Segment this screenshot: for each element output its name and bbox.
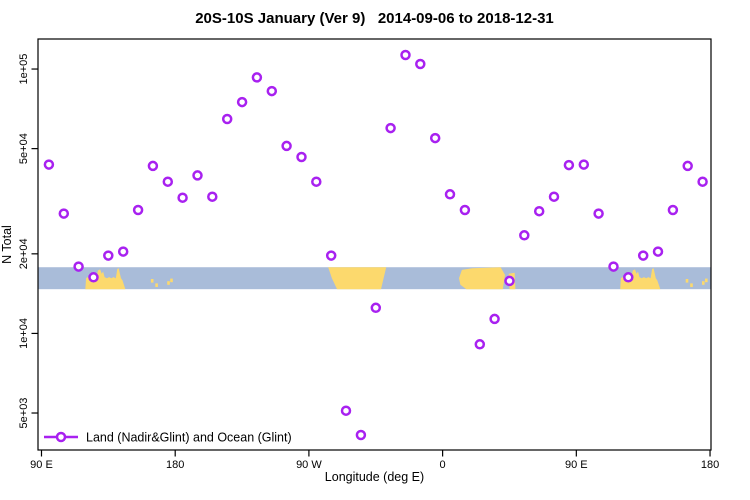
data-point	[370, 302, 382, 314]
legend-label: Land (Nadir&Glint) and Ocean (Glint)	[86, 431, 292, 445]
y-tick-label: 5e+04	[18, 133, 30, 164]
x-tick-label: 0	[440, 459, 446, 471]
island-dot	[690, 283, 693, 287]
data-points	[43, 49, 708, 441]
data-point	[474, 339, 486, 350]
data-point	[58, 208, 70, 219]
data-point	[177, 192, 188, 203]
data-point	[147, 160, 159, 172]
island-dot	[170, 278, 173, 283]
map-band	[38, 267, 711, 290]
data-point	[281, 140, 292, 152]
data-point	[400, 49, 411, 61]
x-tick-label: 90 E	[30, 459, 53, 471]
data-point	[266, 85, 278, 97]
data-point	[236, 96, 248, 108]
x-tick-label: 180	[701, 459, 719, 471]
land-patch-australia-pass1	[85, 268, 126, 290]
data-point	[429, 132, 441, 144]
data-point	[192, 170, 203, 181]
data-point	[548, 191, 560, 202]
data-point	[637, 250, 649, 261]
data-point	[73, 261, 84, 272]
data-point	[296, 151, 307, 163]
y-axis: 5e+03 1e+04 2e+04 5e+04 1e+05	[18, 54, 38, 429]
legend-marker-circle	[55, 431, 67, 443]
island-dot	[150, 279, 154, 283]
data-point	[652, 246, 664, 257]
data-point	[311, 176, 322, 187]
x-tick-label: 90 W	[296, 459, 322, 471]
data-point	[415, 58, 426, 70]
y-axis-label: N Total	[0, 225, 14, 264]
y-tick-label: 2e+04	[18, 238, 30, 269]
x-axis-label: Longitude (deg E)	[325, 470, 424, 484]
data-point	[682, 160, 693, 172]
x-tick-label: 180	[166, 459, 184, 471]
chart-title: 20S-10S January (Ver 9) 2014-09-06 to 20…	[195, 10, 554, 27]
y-tick-label: 1e+05	[18, 54, 30, 85]
data-point	[489, 313, 500, 325]
island-dot	[705, 278, 708, 283]
data-point	[103, 250, 114, 261]
data-point	[459, 204, 471, 216]
island-dot	[155, 283, 158, 287]
data-point	[221, 113, 233, 125]
island-dot	[702, 281, 705, 285]
data-point	[563, 159, 575, 171]
y-tick-label: 1e+04	[18, 318, 30, 349]
data-point	[593, 208, 604, 219]
data-point	[355, 429, 367, 441]
y-tick-label: 5e+03	[18, 398, 30, 429]
land-patch-africa	[459, 267, 505, 290]
data-point	[533, 205, 545, 217]
data-point	[504, 275, 515, 287]
island-dot	[685, 279, 689, 283]
plot-border	[37, 38, 712, 451]
data-point	[117, 246, 129, 257]
data-point	[207, 191, 218, 202]
data-point	[385, 122, 396, 134]
data-point	[43, 159, 55, 170]
x-tick-label: 90 E	[565, 459, 588, 471]
data-point	[667, 204, 679, 216]
land-patch-south-america	[328, 267, 387, 290]
land-patch-australia-pass2	[620, 268, 661, 290]
data-point	[623, 272, 634, 283]
data-point	[162, 176, 174, 187]
data-point	[340, 405, 352, 416]
data-point	[88, 272, 99, 283]
data-point	[578, 159, 590, 170]
data-point	[697, 176, 708, 187]
data-point	[325, 250, 337, 261]
island-dot	[167, 281, 170, 285]
data-point	[608, 261, 619, 272]
legend: Land (Nadir&Glint) and Ocean (Glint)	[44, 431, 292, 445]
data-point	[132, 204, 144, 216]
x-axis: 90 E 180 90 W 0 90 E 180	[30, 450, 719, 471]
data-point	[519, 230, 530, 241]
data-point	[251, 72, 263, 83]
data-point	[444, 189, 456, 200]
